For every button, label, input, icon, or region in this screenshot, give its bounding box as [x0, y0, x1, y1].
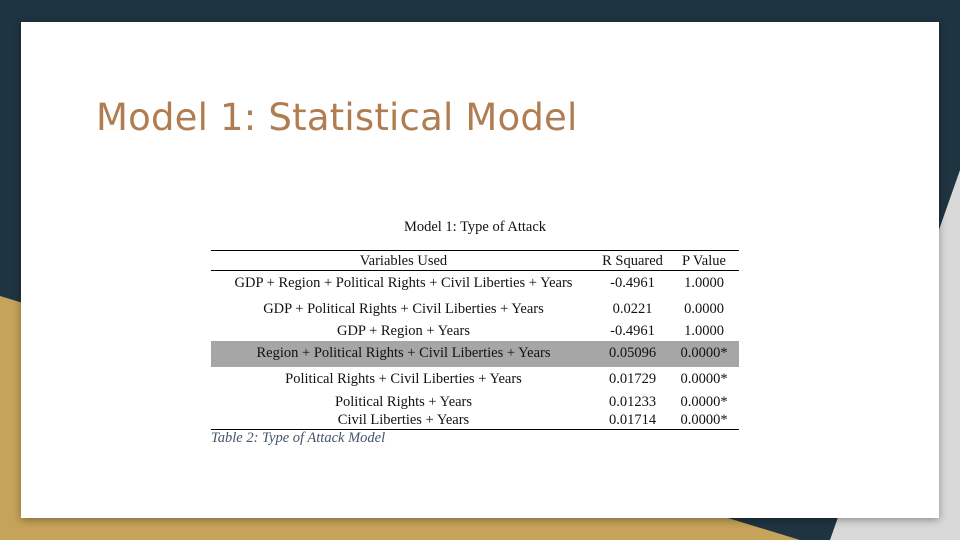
header-p-value: P Value: [682, 253, 726, 269]
header-r-squared: R Squared: [602, 253, 663, 269]
cell-variables: GDP + Region + Years: [336, 323, 471, 339]
cell-r-squared: 0.0221: [612, 301, 653, 317]
cell-variables: Political Rights + Years: [334, 393, 473, 410]
p-value-text: 0.0000*: [680, 393, 728, 410]
cell-variables: Civil Liberties + Years: [337, 411, 470, 428]
slide-title: Model 1: Statistical Model: [96, 96, 578, 139]
cell-p-value: 1.0000: [669, 323, 739, 341]
p-value-text: 0.0000*: [680, 411, 728, 428]
cell-p-value: 0.0000*: [669, 412, 739, 430]
p-value-text: 0.0000*: [680, 371, 728, 387]
p-value-text: 1.0000: [684, 275, 724, 292]
cell-r-squared: 0.01233: [608, 393, 657, 410]
cell-p-value: 1.0000: [669, 271, 739, 297]
cell-r-squared: -0.4961: [610, 275, 655, 292]
table-row: GDP + Political Rights + Civil Liberties…: [211, 297, 739, 323]
table-header-row: Variables Used R Squared P Value: [211, 250, 739, 271]
results-table: Variables Used R Squared P Value GDP + R…: [211, 250, 739, 430]
table-row-highlighted: Region + Political Rights + Civil Libert…: [211, 340, 739, 367]
cell-p-value: 0.0000*: [669, 367, 739, 393]
cell-p-value: 0.0000*: [669, 393, 739, 412]
table-row: GDP + Region + Political Rights + Civil …: [211, 271, 739, 297]
table-row: Political Rights + Civil Liberties + Yea…: [211, 367, 739, 393]
cell-variables: GDP + Political Rights + Civil Liberties…: [263, 301, 544, 317]
cell-r-squared: 0.01714: [608, 411, 657, 428]
table-row: Civil Liberties + Years 0.01714 0.0000*: [211, 411, 739, 430]
table-note: Table 2: Type of Attack Model: [211, 430, 386, 446]
p-value-text: 1.0000: [684, 323, 724, 339]
table-caption: Model 1: Type of Attack: [403, 219, 547, 235]
cell-r-squared: 0.01729: [608, 371, 657, 387]
cell-p-value: 0.0000*: [669, 340, 739, 367]
cell-p-value: 0.0000: [669, 297, 739, 323]
cell-r-squared: 0.05096: [596, 340, 669, 367]
cell-variables: Region + Political Rights + Civil Libert…: [211, 340, 596, 367]
slide-content: Model 1: Statistical Model Model 1: Type…: [21, 22, 939, 518]
table-row: GDP + Region + Years -0.4961 1.0000: [211, 323, 739, 341]
cell-variables: GDP + Region + Political Rights + Civil …: [234, 275, 573, 292]
cell-variables: Political Rights + Civil Liberties + Yea…: [285, 371, 522, 387]
table-row: Political Rights + Years 0.01233 0.0000*: [211, 393, 739, 412]
cell-r-squared: -0.4961: [610, 323, 655, 339]
header-variables: Variables Used: [359, 253, 448, 269]
p-value-text: 0.0000: [684, 301, 724, 317]
p-value-text: 0.0000*: [680, 345, 728, 361]
